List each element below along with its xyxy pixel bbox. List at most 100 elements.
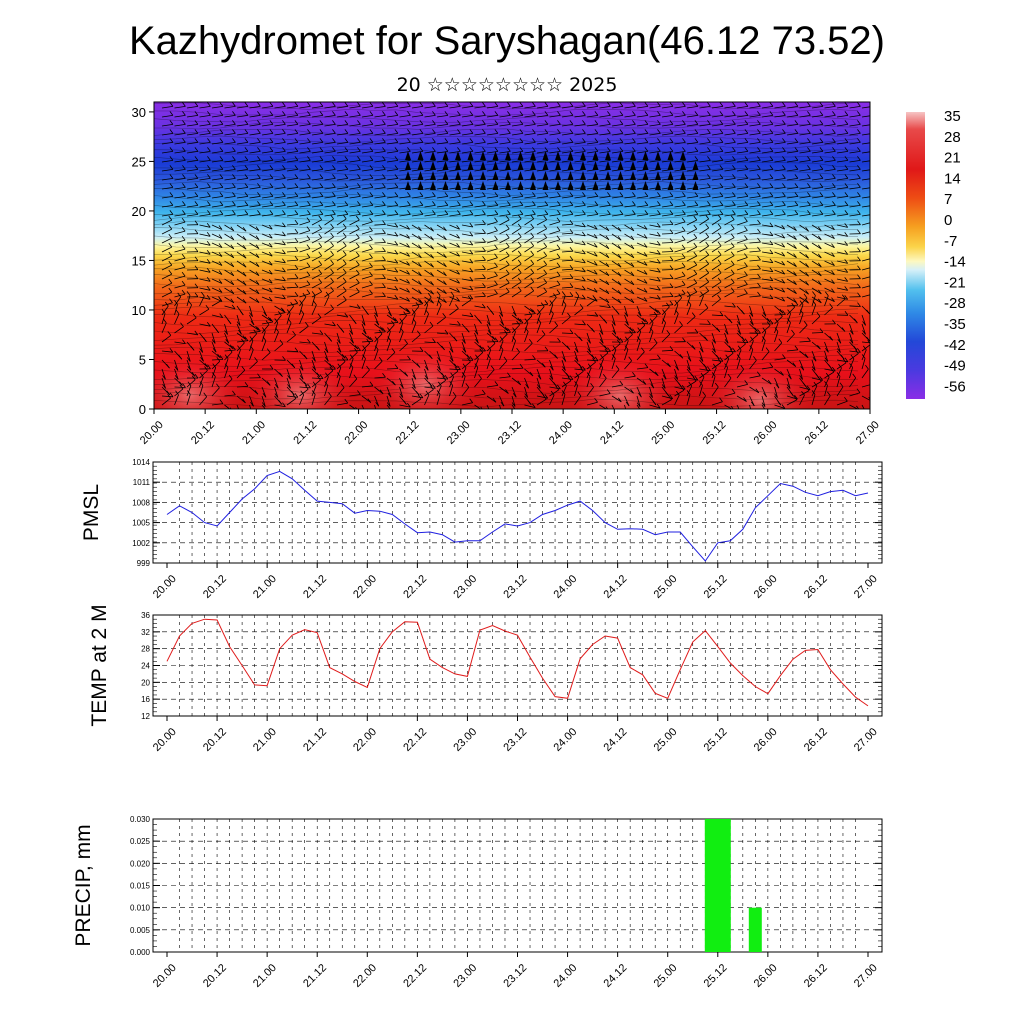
wind-barb: [411, 124, 423, 127]
wind-barb-flag: [382, 183, 386, 188]
wind-barb: [549, 304, 554, 316]
wind-barb: [861, 178, 870, 181]
wind-barb-flag: [282, 183, 286, 188]
wind-barb-flag: [469, 258, 474, 264]
wind-barb: [311, 169, 323, 172]
wind-barb: [811, 224, 822, 232]
wind-barb-flag: [325, 291, 330, 297]
wind-barb-flag: [299, 375, 304, 380]
wind-barb: [211, 350, 221, 359]
wind-barb: [649, 269, 661, 273]
wind-barb-flag: [666, 302, 670, 308]
wind-barb-flag: [394, 174, 399, 179]
wind-barb-flag: [344, 312, 349, 318]
jet-pennant: [580, 181, 586, 190]
wind-barb-flag: [219, 129, 224, 134]
wind-barb: [249, 251, 260, 258]
wind-barb: [811, 133, 823, 136]
wind-barb: [611, 358, 616, 370]
wind-barb-flag: [317, 313, 322, 318]
x-tick-label: 24.12: [602, 962, 630, 990]
wind-barb: [849, 404, 859, 409]
wind-barb: [686, 316, 696, 325]
wind-barb-flag: [207, 111, 211, 116]
wind-barb-flag: [382, 238, 386, 243]
wind-barb: [774, 377, 780, 389]
wind-barb-flag: [232, 147, 236, 152]
wind-barb-flag: [194, 256, 199, 261]
wind-barb: [661, 278, 674, 280]
wind-barb-flag: [239, 310, 244, 316]
jet-pennant: [455, 181, 461, 190]
wind-barb-flag: [203, 337, 207, 342]
wind-barb: [336, 332, 341, 344]
wind-barb-flag: [324, 348, 329, 353]
wind-barb: [724, 178, 736, 181]
wind-barb-flag: [569, 147, 574, 152]
wind-barb: [824, 278, 835, 284]
wind-barb: [461, 376, 466, 388]
wind-barb-flag: [541, 362, 546, 368]
wind-barb-flag: [519, 210, 524, 215]
wind-barb-flag: [230, 226, 235, 232]
wind-barb: [474, 151, 486, 154]
wind-barb: [836, 214, 848, 217]
wind-barb: [536, 273, 547, 280]
wind-barb: [561, 394, 566, 406]
wind-barb-flag: [782, 165, 786, 170]
wind-barb-flag: [261, 402, 266, 407]
wind-barb-flag: [374, 345, 379, 350]
wind-barb-flag: [232, 138, 236, 143]
wind-barb-flag: [230, 280, 235, 286]
wind-barb: [849, 115, 861, 118]
wind-barb: [599, 224, 610, 232]
wind-barb-flag: [619, 210, 624, 215]
wind-barb-flag: [744, 156, 749, 161]
wind-barb-flag: [418, 289, 422, 295]
wind-barb: [524, 322, 529, 334]
wind-barb-flag: [168, 215, 173, 221]
wind-barb: [824, 269, 835, 275]
wind-barb-flag: [669, 265, 674, 270]
wind-barb: [249, 395, 254, 407]
wind-barb-flag: [430, 280, 434, 286]
wind-barb: [549, 133, 561, 136]
wind-barb-flag: [749, 321, 754, 326]
wind-barb-flag: [556, 384, 561, 390]
wind-barb: [461, 242, 473, 246]
wind-barb: [374, 196, 386, 199]
wind-barb: [799, 214, 811, 217]
wind-barb: [286, 205, 298, 208]
wind-barb-flag: [817, 262, 822, 268]
wind-barb-flag: [494, 217, 498, 222]
wind-barb-flag: [561, 291, 566, 296]
wind-barb: [674, 350, 684, 359]
wind-barb-flag: [532, 147, 536, 152]
wind-barb-flag: [182, 192, 186, 197]
wind-barb: [336, 227, 347, 235]
wind-barb: [724, 305, 736, 308]
wind-barb: [186, 187, 198, 190]
wind-barb-flag: [375, 412, 378, 416]
wind-barb: [249, 214, 261, 217]
wind-barb: [674, 142, 686, 145]
wind-barb-flag: [244, 111, 249, 116]
x-tick-label: 24.00: [547, 419, 575, 447]
jet-pennant: [605, 151, 611, 160]
wind-barb-flag: [394, 165, 399, 170]
wind-barb-flag: [168, 242, 173, 248]
wind-barb-flag: [824, 381, 828, 386]
wind-barb-flag: [632, 138, 636, 143]
wind-barb-flag: [456, 225, 460, 230]
wind-barb: [724, 358, 730, 370]
wind-barb-flag: [302, 292, 307, 298]
wind-barb-flag: [443, 262, 447, 267]
wind-barb-flag: [831, 243, 835, 248]
wind-barb-flag: [557, 147, 561, 152]
wind-barb: [486, 106, 498, 109]
wind-barb-flag: [799, 309, 804, 314]
wind-barb-flag: [581, 276, 586, 282]
wind-barb: [661, 269, 674, 271]
wind-barb-flag: [257, 120, 261, 125]
wind-barb: [736, 221, 748, 226]
